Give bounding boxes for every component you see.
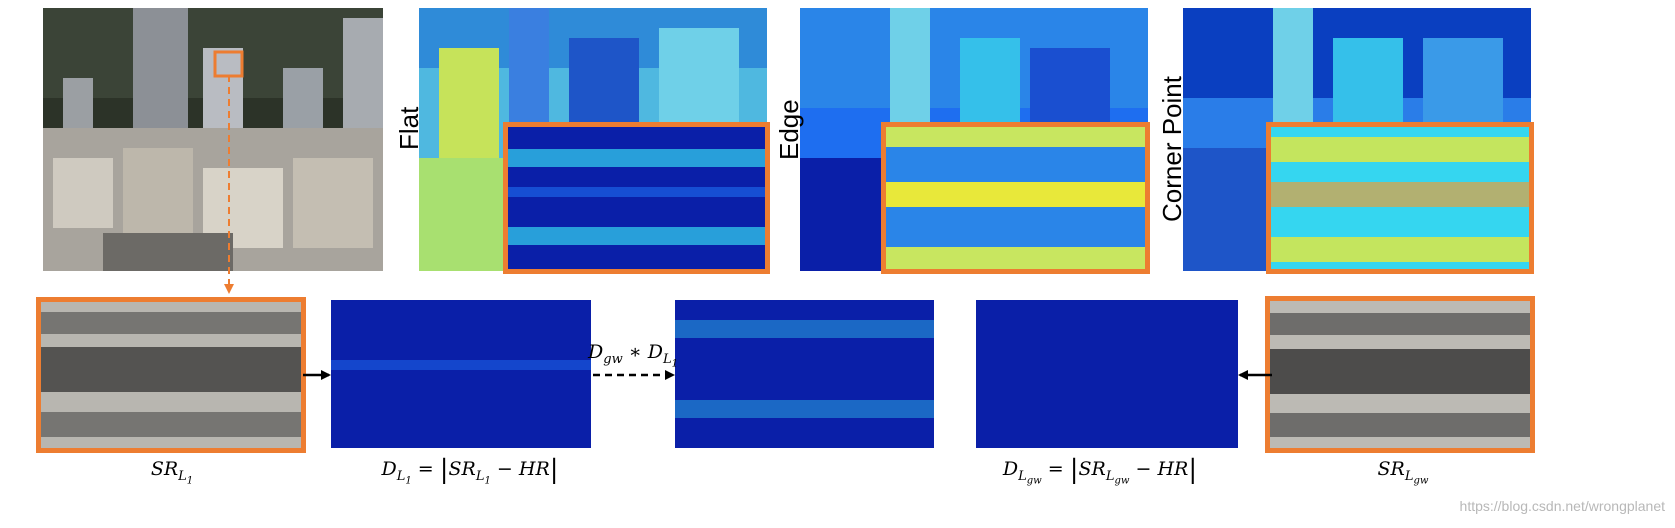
label-edge: Edge [774, 99, 804, 160]
watermark: https://blog.csdn.net/wrongplanet [1459, 498, 1665, 514]
flat-inset [503, 122, 770, 274]
sr-l1-patch [36, 297, 306, 453]
formula-multiply: Dgw ∗ DL1 [588, 341, 678, 370]
city-photo [43, 8, 383, 271]
formula-sr-l1: SRL1 [150, 458, 194, 487]
d-l1-map [331, 300, 591, 448]
formula-d-lgw: DLgw = |SRLgw − HR| [1002, 455, 1198, 487]
formula-d-l1: DL1 = |SRL1 − HR| [381, 455, 559, 487]
label-corner: Corner Point [1157, 76, 1187, 222]
weighted-diff-map [675, 300, 934, 448]
formula-sr-lgw: SRLgw [1377, 458, 1429, 487]
sr-lgw-patch [1265, 296, 1535, 453]
corner-inset [1266, 122, 1534, 274]
edge-inset [881, 122, 1150, 274]
d-lgw-map [976, 300, 1238, 448]
label-flat: Flat [394, 106, 424, 150]
